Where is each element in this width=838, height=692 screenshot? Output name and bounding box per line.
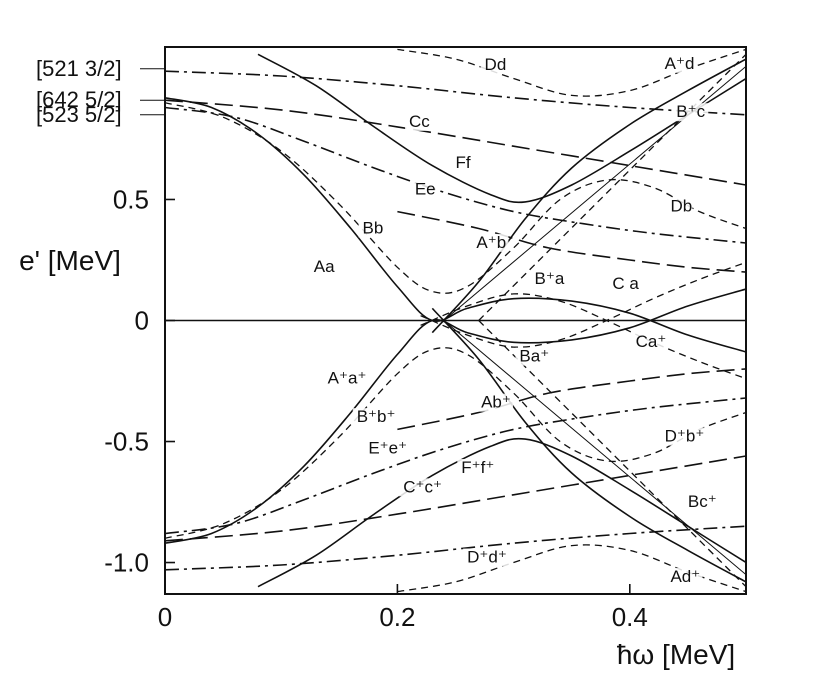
y-tick-label: 0.5: [113, 184, 149, 214]
curve-label-bg: [309, 258, 336, 277]
series-line-20: [165, 397, 746, 535]
curve-label: A⁺d: [665, 54, 695, 73]
series-line-23: [397, 210, 746, 273]
y-tick-label: -0.5: [104, 427, 149, 457]
curve-label: Ba⁺: [519, 347, 549, 366]
x-tick-label: 0.4: [612, 602, 648, 632]
curve-label-bg: [683, 492, 720, 511]
series-line-14: [420, 293, 746, 380]
curve-label: A⁺a⁺: [328, 368, 367, 387]
curve-label-bg: [472, 233, 509, 252]
curve-label: Ff: [456, 153, 471, 172]
series-line-2: [257, 53, 746, 204]
curve-label: B⁺a: [535, 269, 565, 288]
curve-label: B⁺b⁺: [357, 407, 396, 426]
x-axis-label: ħω [MeV]: [617, 639, 735, 670]
curve-label-bg: [451, 154, 478, 173]
series-line-5: [431, 307, 746, 583]
series-line-22: [165, 455, 746, 542]
curve-label-bg: [666, 197, 693, 216]
series-line-21: [165, 99, 746, 186]
series-line-7: [443, 66, 746, 321]
curve-labels: Dd A⁺d B⁺c Cc Ff Ee Db Bb A⁺b Aa B⁺a C a Ca⁺ Ba⁺ A⁺a⁺ A…: [309, 54, 720, 586]
curve-label: Ee: [415, 180, 436, 199]
curve-label-bg: [399, 478, 446, 497]
curve-label-bg: [666, 567, 703, 586]
curve-label-bg: [457, 458, 504, 477]
curve-label: C a: [612, 274, 639, 293]
series-line-4: [431, 58, 746, 334]
orbital-label: [642 5/2]: [36, 87, 122, 112]
series-line-16: [478, 320, 746, 588]
orbital-label: [521 3/2]: [36, 56, 122, 81]
y-axis-label: e' [MeV]: [19, 245, 121, 276]
curve-label-bg: [660, 427, 707, 446]
curve-label: Ab⁺: [481, 393, 511, 412]
curve-label-bg: [660, 54, 697, 73]
curve-label: C⁺c⁺: [403, 477, 442, 496]
series-line-3: [257, 437, 746, 588]
curve-label-bg: [631, 333, 668, 352]
series-line-8: [443, 320, 746, 575]
curve-label-bg: [672, 103, 709, 122]
curve-label-bg: [358, 219, 385, 238]
curve-label-bg: [463, 548, 510, 567]
x-tick-label: 0: [158, 602, 172, 632]
curve-label-bg: [515, 347, 552, 366]
plot-area: [165, 48, 746, 593]
curve-label: Dd: [485, 55, 507, 74]
series-line-13: [420, 261, 746, 348]
curve-label-bg: [530, 270, 567, 289]
curve-label: Bc⁺: [688, 492, 717, 511]
curve-label-bg: [608, 275, 645, 294]
curve-label: Aa: [314, 257, 335, 276]
series-line-18: [165, 525, 746, 571]
series-line-11: [165, 102, 746, 294]
series-line-17: [165, 70, 746, 116]
curve-label-bg: [352, 408, 399, 427]
curve-label: E⁺e⁺: [368, 439, 407, 458]
curve-label: D⁺d⁺: [467, 548, 507, 567]
curve-label-bg: [480, 55, 507, 74]
axis-ticks: 0 0.2 0.4 0.5 0 -0.5 -1.0: [104, 184, 648, 632]
curve-label: B⁺c: [676, 102, 705, 121]
curve-label: Ad⁺: [670, 567, 700, 586]
y-tick-label: -1.0: [104, 548, 149, 578]
curve-label-bg: [410, 180, 437, 199]
x-tick-label: 0.2: [379, 602, 415, 632]
series-line-12: [165, 347, 746, 539]
orbital-label: [523 5/2]: [36, 102, 122, 127]
orbital-labels: [521 3/2] [642 5/2][523 5/2]: [36, 56, 165, 127]
curve-label: F⁺f⁺: [461, 458, 494, 477]
series-line-15: [478, 53, 746, 321]
curve-label: A⁺b: [476, 233, 506, 252]
curve-label: D⁺b⁺: [665, 427, 705, 446]
curve-label-bg: [323, 369, 370, 388]
curve-label-bg: [364, 439, 411, 458]
y-tick-label: 0: [135, 306, 149, 336]
curve-label: Bb: [363, 218, 384, 237]
series-line-24: [397, 368, 746, 431]
curve-label: Cc: [409, 112, 430, 131]
curve-label-bg: [477, 393, 514, 412]
curve-label: Ca⁺: [636, 332, 667, 351]
curve-label: Db: [670, 197, 692, 216]
curve-label-bg: [405, 112, 432, 131]
series-line-19: [165, 106, 746, 244]
